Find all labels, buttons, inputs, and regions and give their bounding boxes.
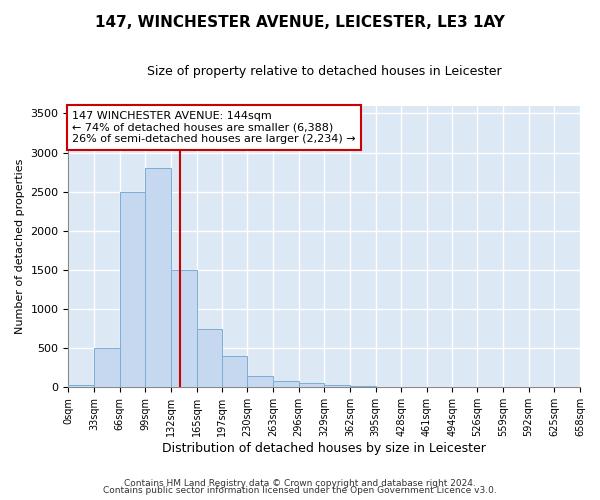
X-axis label: Distribution of detached houses by size in Leicester: Distribution of detached houses by size … <box>162 442 486 455</box>
Text: 147 WINCHESTER AVENUE: 144sqm
← 74% of detached houses are smaller (6,388)
26% o: 147 WINCHESTER AVENUE: 144sqm ← 74% of d… <box>72 111 356 144</box>
Bar <box>120 192 145 388</box>
Bar <box>145 168 171 388</box>
Bar <box>299 384 324 388</box>
Bar <box>221 356 247 388</box>
Bar <box>273 382 299 388</box>
Text: Contains public sector information licensed under the Open Government Licence v3: Contains public sector information licen… <box>103 486 497 495</box>
Bar <box>94 348 120 388</box>
Bar <box>171 270 197 388</box>
Text: Contains HM Land Registry data © Crown copyright and database right 2024.: Contains HM Land Registry data © Crown c… <box>124 478 476 488</box>
Y-axis label: Number of detached properties: Number of detached properties <box>15 159 25 334</box>
Bar <box>324 386 350 388</box>
Bar <box>197 328 221 388</box>
Text: 147, WINCHESTER AVENUE, LEICESTER, LE3 1AY: 147, WINCHESTER AVENUE, LEICESTER, LE3 1… <box>95 15 505 30</box>
Bar <box>350 386 376 388</box>
Title: Size of property relative to detached houses in Leicester: Size of property relative to detached ho… <box>147 65 502 78</box>
Bar <box>247 376 273 388</box>
Bar <box>68 386 94 388</box>
